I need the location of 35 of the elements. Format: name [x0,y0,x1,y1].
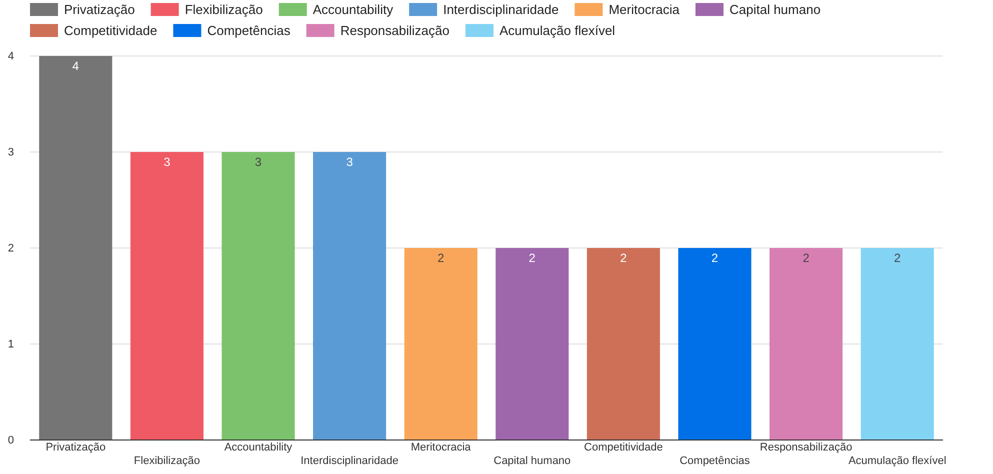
legend-label: Privatização [64,2,135,17]
legend-label: Responsabilização [340,23,450,38]
legend-label: Flexibilização [184,2,263,17]
x-tick-label: Responsabilização [760,442,852,454]
legend-label: Accountability [312,2,394,17]
x-tick-label: Competências [680,454,750,467]
legend-label: Meritocracia [608,2,680,17]
x-tick-label: Acumulação flexível [848,454,946,467]
legend-label: Competências [207,23,291,38]
data-label: 2 [438,251,445,265]
y-tick-label: 0 [8,434,14,447]
legend-label: Capital humano [730,2,821,17]
data-label: 2 [620,251,628,265]
legend-label: Competitividade [64,23,158,38]
data-label: 3 [254,155,262,169]
x-tick-label: Competitividade [584,442,663,454]
legend-label: Acumulação flexível [499,23,616,38]
y-tick-label: 1 [8,338,14,351]
x-tick-label: Interdisciplinaridade [300,454,398,467]
y-tick-label: 2 [8,242,14,255]
data-label: 2 [528,251,536,265]
data-label: 3 [346,155,354,169]
legend-label: Interdisciplinaridade [443,2,559,17]
data-label: 2 [711,251,718,265]
x-tick-label: Meritocracia [410,442,472,454]
data-label: 2 [894,251,902,265]
data-label: 2 [802,251,810,265]
x-tick-label: Capital humano [494,454,571,467]
data-label: 3 [164,155,171,169]
y-tick-label: 3 [8,146,14,159]
x-tick-label: Flexibilização [134,454,200,467]
x-tick-label: Accountability [224,442,293,454]
y-tick-label: 4 [8,50,14,63]
data-label: 4 [72,59,80,73]
x-tick-label: Privatização [46,442,106,454]
